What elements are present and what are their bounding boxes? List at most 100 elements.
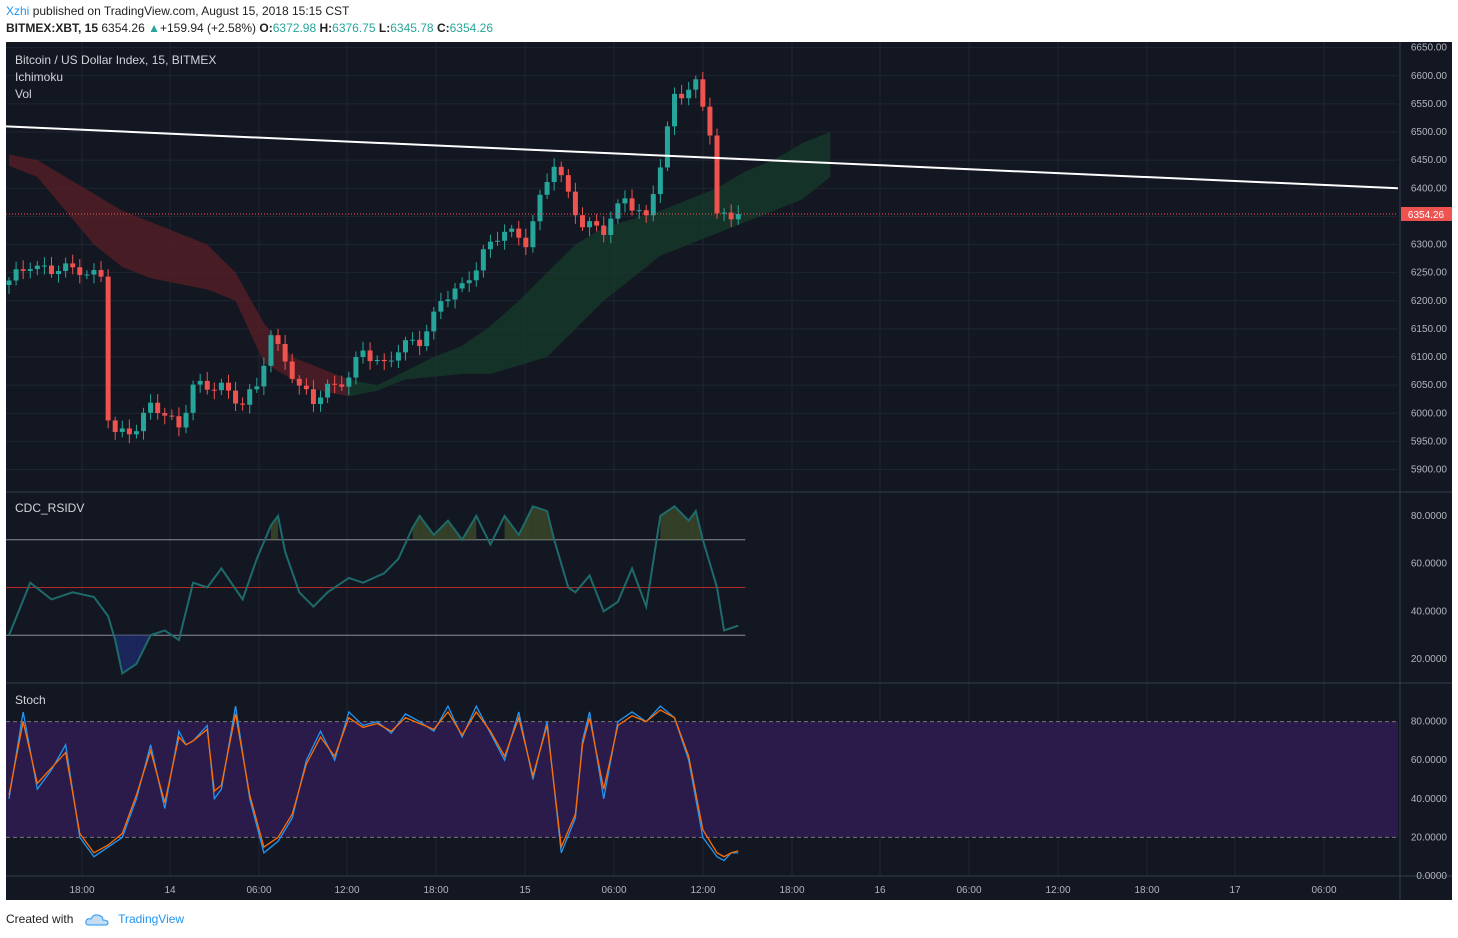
candle: [310, 380, 316, 412]
price-tick-label: 6300.00: [1411, 240, 1448, 251]
candle-body: [20, 269, 26, 271]
candle: [509, 224, 515, 238]
candle-body: [487, 241, 493, 250]
candle: [537, 189, 543, 231]
high-label: H:: [319, 21, 333, 35]
price-tick-label: 5950.00: [1411, 436, 1448, 447]
candle-body: [77, 267, 83, 275]
trendline-layer[interactable]: [6, 125, 1399, 215]
candle: [126, 419, 132, 444]
candle-body: [332, 383, 338, 385]
candle-body: [721, 212, 727, 214]
candle-body: [119, 428, 125, 432]
candle: [77, 259, 83, 284]
candle: [594, 214, 600, 232]
price-tick-label: 5900.00: [1411, 465, 1448, 476]
candle-body: [155, 402, 161, 414]
candle: [155, 394, 161, 420]
candle-body: [148, 402, 154, 413]
candle-body: [601, 225, 607, 235]
candle: [636, 204, 642, 219]
tradingview-link[interactable]: TradingView: [118, 912, 185, 926]
candle-body: [367, 350, 373, 362]
candle: [233, 381, 239, 411]
candle-body: [339, 384, 345, 387]
candle-body: [282, 343, 288, 362]
cloud-bearish: [9, 154, 349, 397]
rsi-pane-title: CDC_RSIDV: [15, 501, 84, 515]
candle-body: [183, 412, 189, 428]
candle: [480, 244, 486, 278]
candle: [275, 328, 281, 351]
candle-body: [530, 221, 536, 248]
price-tick-label: 6550.00: [1411, 99, 1448, 110]
candle: [615, 199, 621, 224]
price-tick-label: 6050.00: [1411, 380, 1448, 391]
low-label: L:: [378, 21, 391, 35]
chart-canvas[interactable]: 6650.00 6600.00 6550.00 6500.00 6450.00 6400.…: [6, 42, 1452, 900]
candle: [643, 204, 649, 223]
candle-body: [565, 175, 571, 192]
candle-body: [360, 350, 366, 358]
candle: [169, 409, 175, 420]
candle: [473, 262, 479, 287]
candle-body: [204, 380, 210, 390]
footer: Created with TradingView: [6, 912, 184, 927]
chart-area[interactable]: 6650.00 6600.00 6550.00 6500.00 6450.00 6400.…: [6, 42, 1452, 900]
publish-info: Xzhi published on TradingView.com, Augus…: [6, 4, 349, 18]
open-label: O:: [259, 21, 273, 35]
candle: [339, 375, 345, 391]
candle-body: [686, 89, 692, 99]
candle-body: [218, 382, 224, 391]
candle: [289, 353, 295, 384]
candle-body: [325, 383, 331, 398]
candle-body: [643, 210, 649, 216]
candle-body: [579, 215, 585, 228]
price-axes[interactable]: 6650.00 6600.00 6550.00 6500.00 6450.00 6400.…: [6, 42, 1452, 900]
candle-body: [700, 79, 706, 107]
candle-body: [13, 269, 19, 281]
rsi-tick-label: 80.0000: [1411, 511, 1448, 522]
high-value: 6376.75: [332, 21, 376, 35]
main-pane-title: Bitcoin / US Dollar Index, 15, BITMEX: [15, 53, 216, 67]
candle: [424, 324, 430, 351]
candle-body: [657, 167, 663, 195]
candle-body: [537, 194, 543, 222]
candle-body: [190, 384, 196, 413]
price-tick-label: 6600.00: [1411, 71, 1448, 82]
candle: [487, 234, 493, 258]
candle-body: [629, 198, 635, 211]
rsi-pane: [6, 505, 746, 676]
candle: [325, 379, 331, 403]
candle-body: [374, 359, 380, 362]
candle: [27, 262, 33, 279]
candle: [735, 205, 741, 225]
author-link[interactable]: Xzhi: [6, 4, 30, 18]
candle: [388, 351, 394, 368]
time-tick-label: 17: [1229, 885, 1241, 896]
candle-body: [254, 386, 260, 390]
candle-body: [707, 106, 713, 136]
candle: [211, 382, 217, 400]
candle-body: [650, 194, 656, 216]
candle: [431, 306, 437, 340]
candle: [657, 159, 663, 203]
change-value: +159.94 (+2.58%): [159, 21, 257, 35]
candle-body: [544, 182, 550, 195]
candle-body: [424, 331, 430, 347]
candle-body: [693, 79, 699, 90]
candle-body: [247, 389, 253, 405]
candle-body: [608, 218, 614, 235]
candlesticks: [6, 71, 741, 444]
candle-body: [615, 203, 621, 219]
candle: [707, 97, 713, 145]
candle-body: [388, 360, 394, 362]
open-value: 6372.98: [272, 21, 317, 35]
ichimoku-cloud: [9, 132, 831, 397]
candle: [664, 121, 670, 172]
candle: [240, 397, 246, 411]
candle: [63, 257, 69, 278]
candle: [622, 190, 628, 213]
candle: [650, 185, 656, 222]
last-price-badge: [1401, 206, 1452, 221]
